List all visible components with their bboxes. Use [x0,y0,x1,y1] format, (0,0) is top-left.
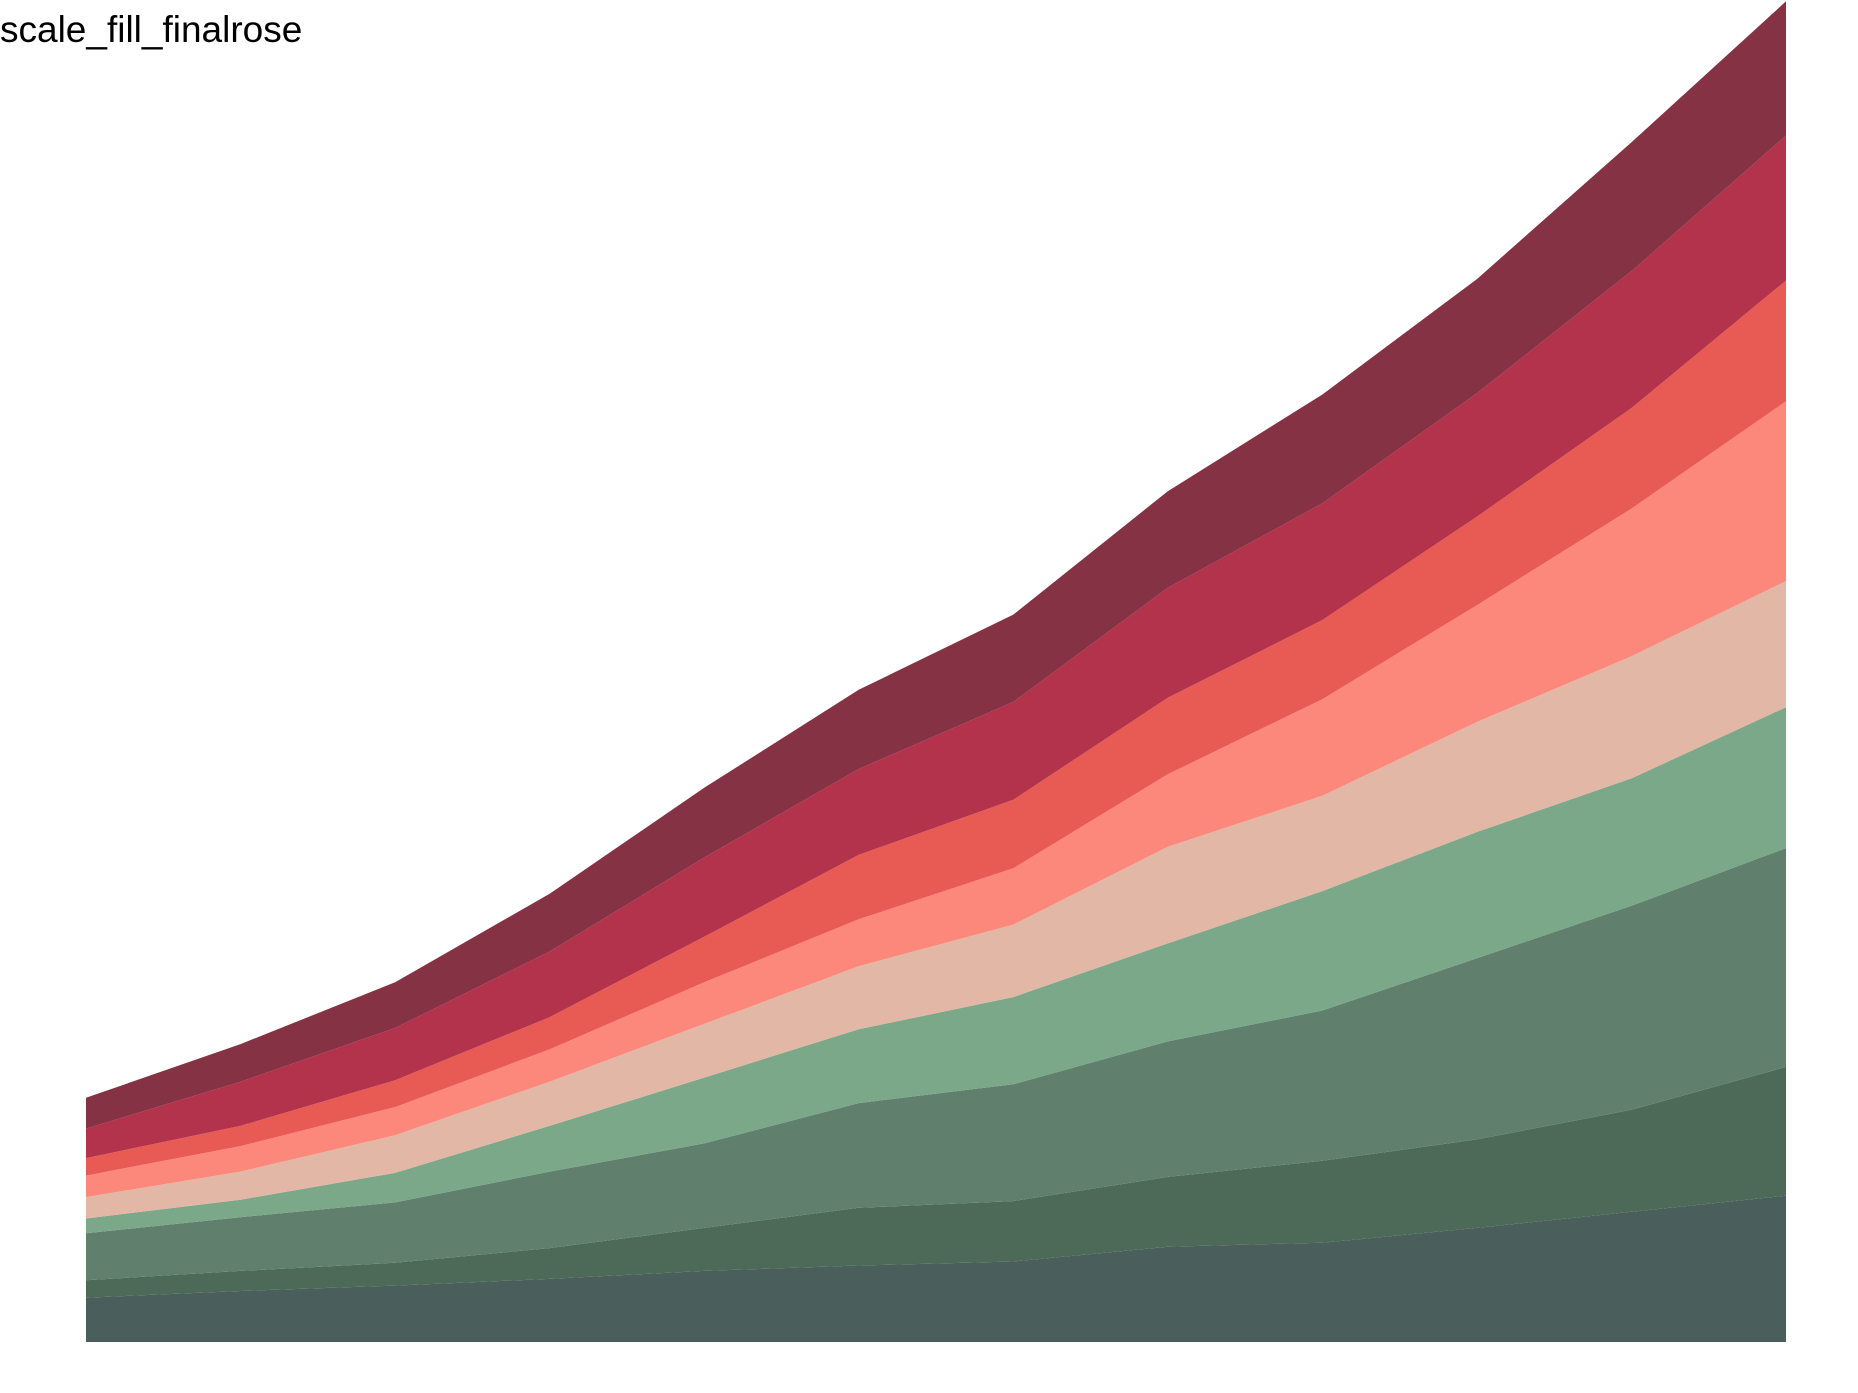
chart-title: scale_fill_finalrose [0,9,303,50]
area-series-2 [86,1066,1786,1298]
series-areas [86,1,1786,1342]
area-series-3 [86,848,1786,1281]
area-series-1 [86,1195,1786,1342]
